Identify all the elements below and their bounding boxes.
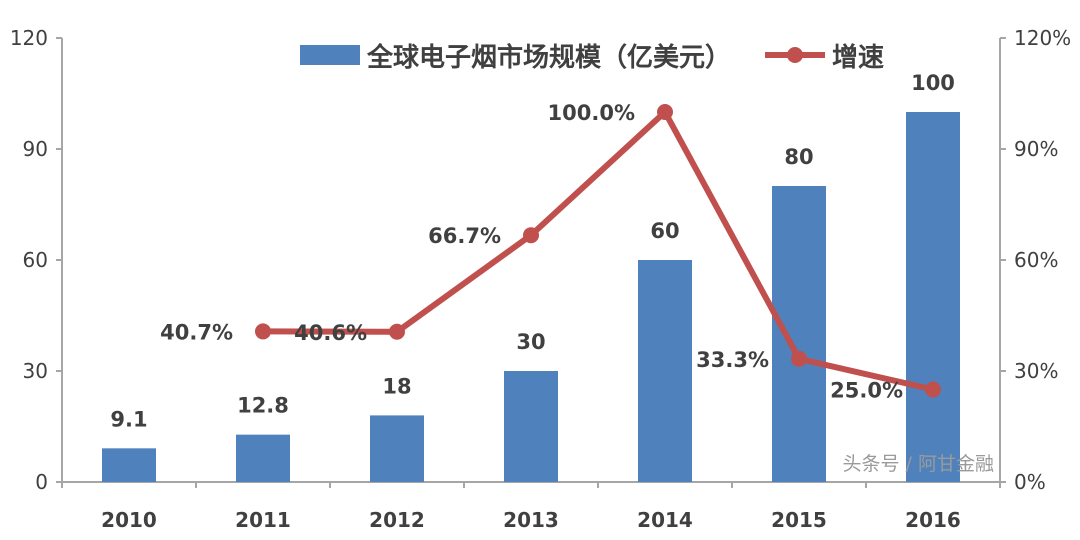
data-labels: 9.1 12.8 18 30 60 80 100 40.7% 40.6% 66.7% 100.0% 3…: [110, 71, 955, 431]
bar: [906, 112, 960, 482]
bar: [638, 260, 692, 482]
growth-point: [389, 323, 405, 340]
legend: 全球电子烟市场规模（亿美元） 增速: [300, 42, 884, 73]
growth-value-label: 40.7%: [160, 320, 233, 344]
bar: [236, 434, 290, 482]
bar-value-label: 18: [382, 374, 411, 398]
x-tick-label: 2016: [905, 508, 961, 532]
x-tick-label: 2010: [101, 508, 157, 532]
legend-bar-label: 全球电子烟市场规模（亿美元）: [366, 42, 731, 73]
bar: [504, 371, 558, 482]
x-tick-label: 2013: [503, 508, 559, 532]
growth-point: [791, 350, 807, 367]
left-tick-label: 30: [23, 359, 48, 383]
growth-value-label: 25.0%: [830, 379, 903, 403]
x-tick-label: 2015: [771, 508, 827, 532]
x-tick-label: 2012: [369, 508, 425, 532]
growth-point: [925, 381, 941, 398]
bar: [370, 415, 424, 482]
growth-point: [657, 104, 673, 120]
growth-line: [255, 104, 941, 398]
right-tick-label: 120%: [1014, 26, 1071, 50]
left-tick-label: 90: [23, 137, 48, 161]
watermark: 头条号 / 阿甘金融: [843, 453, 994, 475]
bar-value-label: 60: [650, 219, 679, 243]
left-tick-label: 0: [35, 470, 48, 494]
growth-line-path: [262, 109, 934, 393]
growth-value-label: 66.7%: [428, 224, 501, 248]
bar-value-label: 80: [784, 145, 813, 169]
growth-point: [523, 227, 539, 244]
growth-value-label: 40.6%: [294, 321, 367, 345]
bar: [772, 186, 826, 482]
bar: [102, 448, 156, 482]
left-tick-label: 60: [23, 248, 48, 272]
x-tick-label: 2011: [235, 508, 291, 532]
bar-value-label: 100: [911, 71, 955, 95]
legend-bar-swatch: [300, 45, 360, 65]
right-tick-label: 60%: [1014, 248, 1058, 272]
legend-line-marker: [787, 47, 803, 63]
growth-point: [255, 323, 271, 340]
legend-line-label: 增速: [832, 42, 884, 73]
bar-value-label: 9.1: [110, 407, 147, 431]
bars: [102, 112, 960, 482]
left-tick-label: 120: [10, 26, 48, 50]
bar-value-label: 30: [516, 330, 545, 354]
growth-value-label: 33.3%: [696, 348, 769, 372]
right-tick-label: 90%: [1014, 137, 1058, 161]
right-tick-label: 0%: [1014, 470, 1046, 494]
right-tick-label: 30%: [1014, 359, 1058, 383]
bar-value-label: 12.8: [237, 394, 289, 418]
axes: 0 30 60 90 120 0% 30% 60% 90% 120% 2010 2011 2012 201…: [10, 26, 1071, 532]
growth-value-label: 100.0%: [548, 101, 635, 125]
x-tick-label: 2014: [637, 508, 693, 532]
